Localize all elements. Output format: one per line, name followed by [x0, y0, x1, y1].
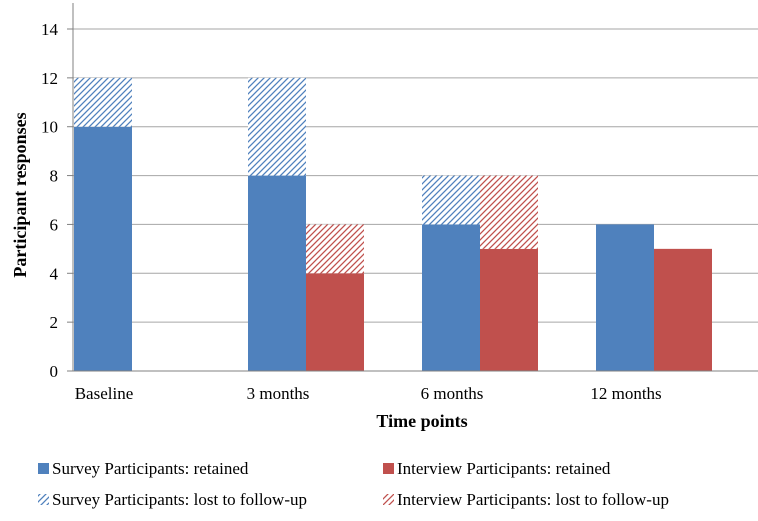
bar-interview-retained — [306, 273, 364, 371]
bar-survey-retained — [422, 224, 480, 371]
y-tick-label: 14 — [41, 20, 59, 39]
legend-swatch — [38, 463, 49, 474]
legend-label: Survey Participants: lost to follow-up — [52, 490, 307, 509]
bar-survey-lost — [74, 77, 132, 127]
y-tick-label: 0 — [50, 362, 59, 381]
y-tick-label: 6 — [50, 215, 59, 234]
bars — [74, 77, 712, 371]
x-tick-label: 6 months — [421, 384, 484, 403]
y-tick-label: 2 — [50, 313, 59, 332]
bar-interview-retained — [480, 248, 538, 371]
bar-interview-lost — [306, 224, 364, 274]
bar-survey-lost — [422, 175, 480, 225]
legend-swatch — [383, 494, 394, 505]
legend-swatch — [38, 494, 49, 505]
legend-label: Interview Participants: lost to follow-u… — [397, 490, 669, 509]
axes: 0 2 4 6 8 10 12 14 Baseline 3 months 6 months 12 mo… — [41, 3, 758, 403]
bar-survey-lost — [248, 77, 306, 176]
bar-interview-retained — [654, 248, 712, 371]
legend: Survey Participants: retained Interview P… — [38, 459, 669, 509]
y-axis-title: Participant responses — [10, 112, 30, 277]
gridlines — [73, 28, 758, 323]
y-tick-label: 10 — [41, 118, 58, 137]
x-tick-label: Baseline — [75, 384, 134, 403]
legend-label: Survey Participants: retained — [52, 459, 249, 478]
x-tick-label: 3 months — [247, 384, 310, 403]
bar-survey-retained — [74, 126, 132, 371]
x-axis-title: Time points — [376, 411, 467, 431]
bar-survey-retained — [596, 224, 654, 371]
bar-interview-lost — [480, 175, 538, 249]
legend-label: Interview Participants: retained — [397, 459, 611, 478]
bar-survey-retained — [248, 175, 306, 371]
y-tick-label: 12 — [41, 69, 58, 88]
x-tick-label: 12 months — [590, 384, 661, 403]
legend-swatch — [383, 463, 394, 474]
y-tick-label: 4 — [50, 264, 59, 283]
y-tick-label: 8 — [50, 167, 59, 186]
